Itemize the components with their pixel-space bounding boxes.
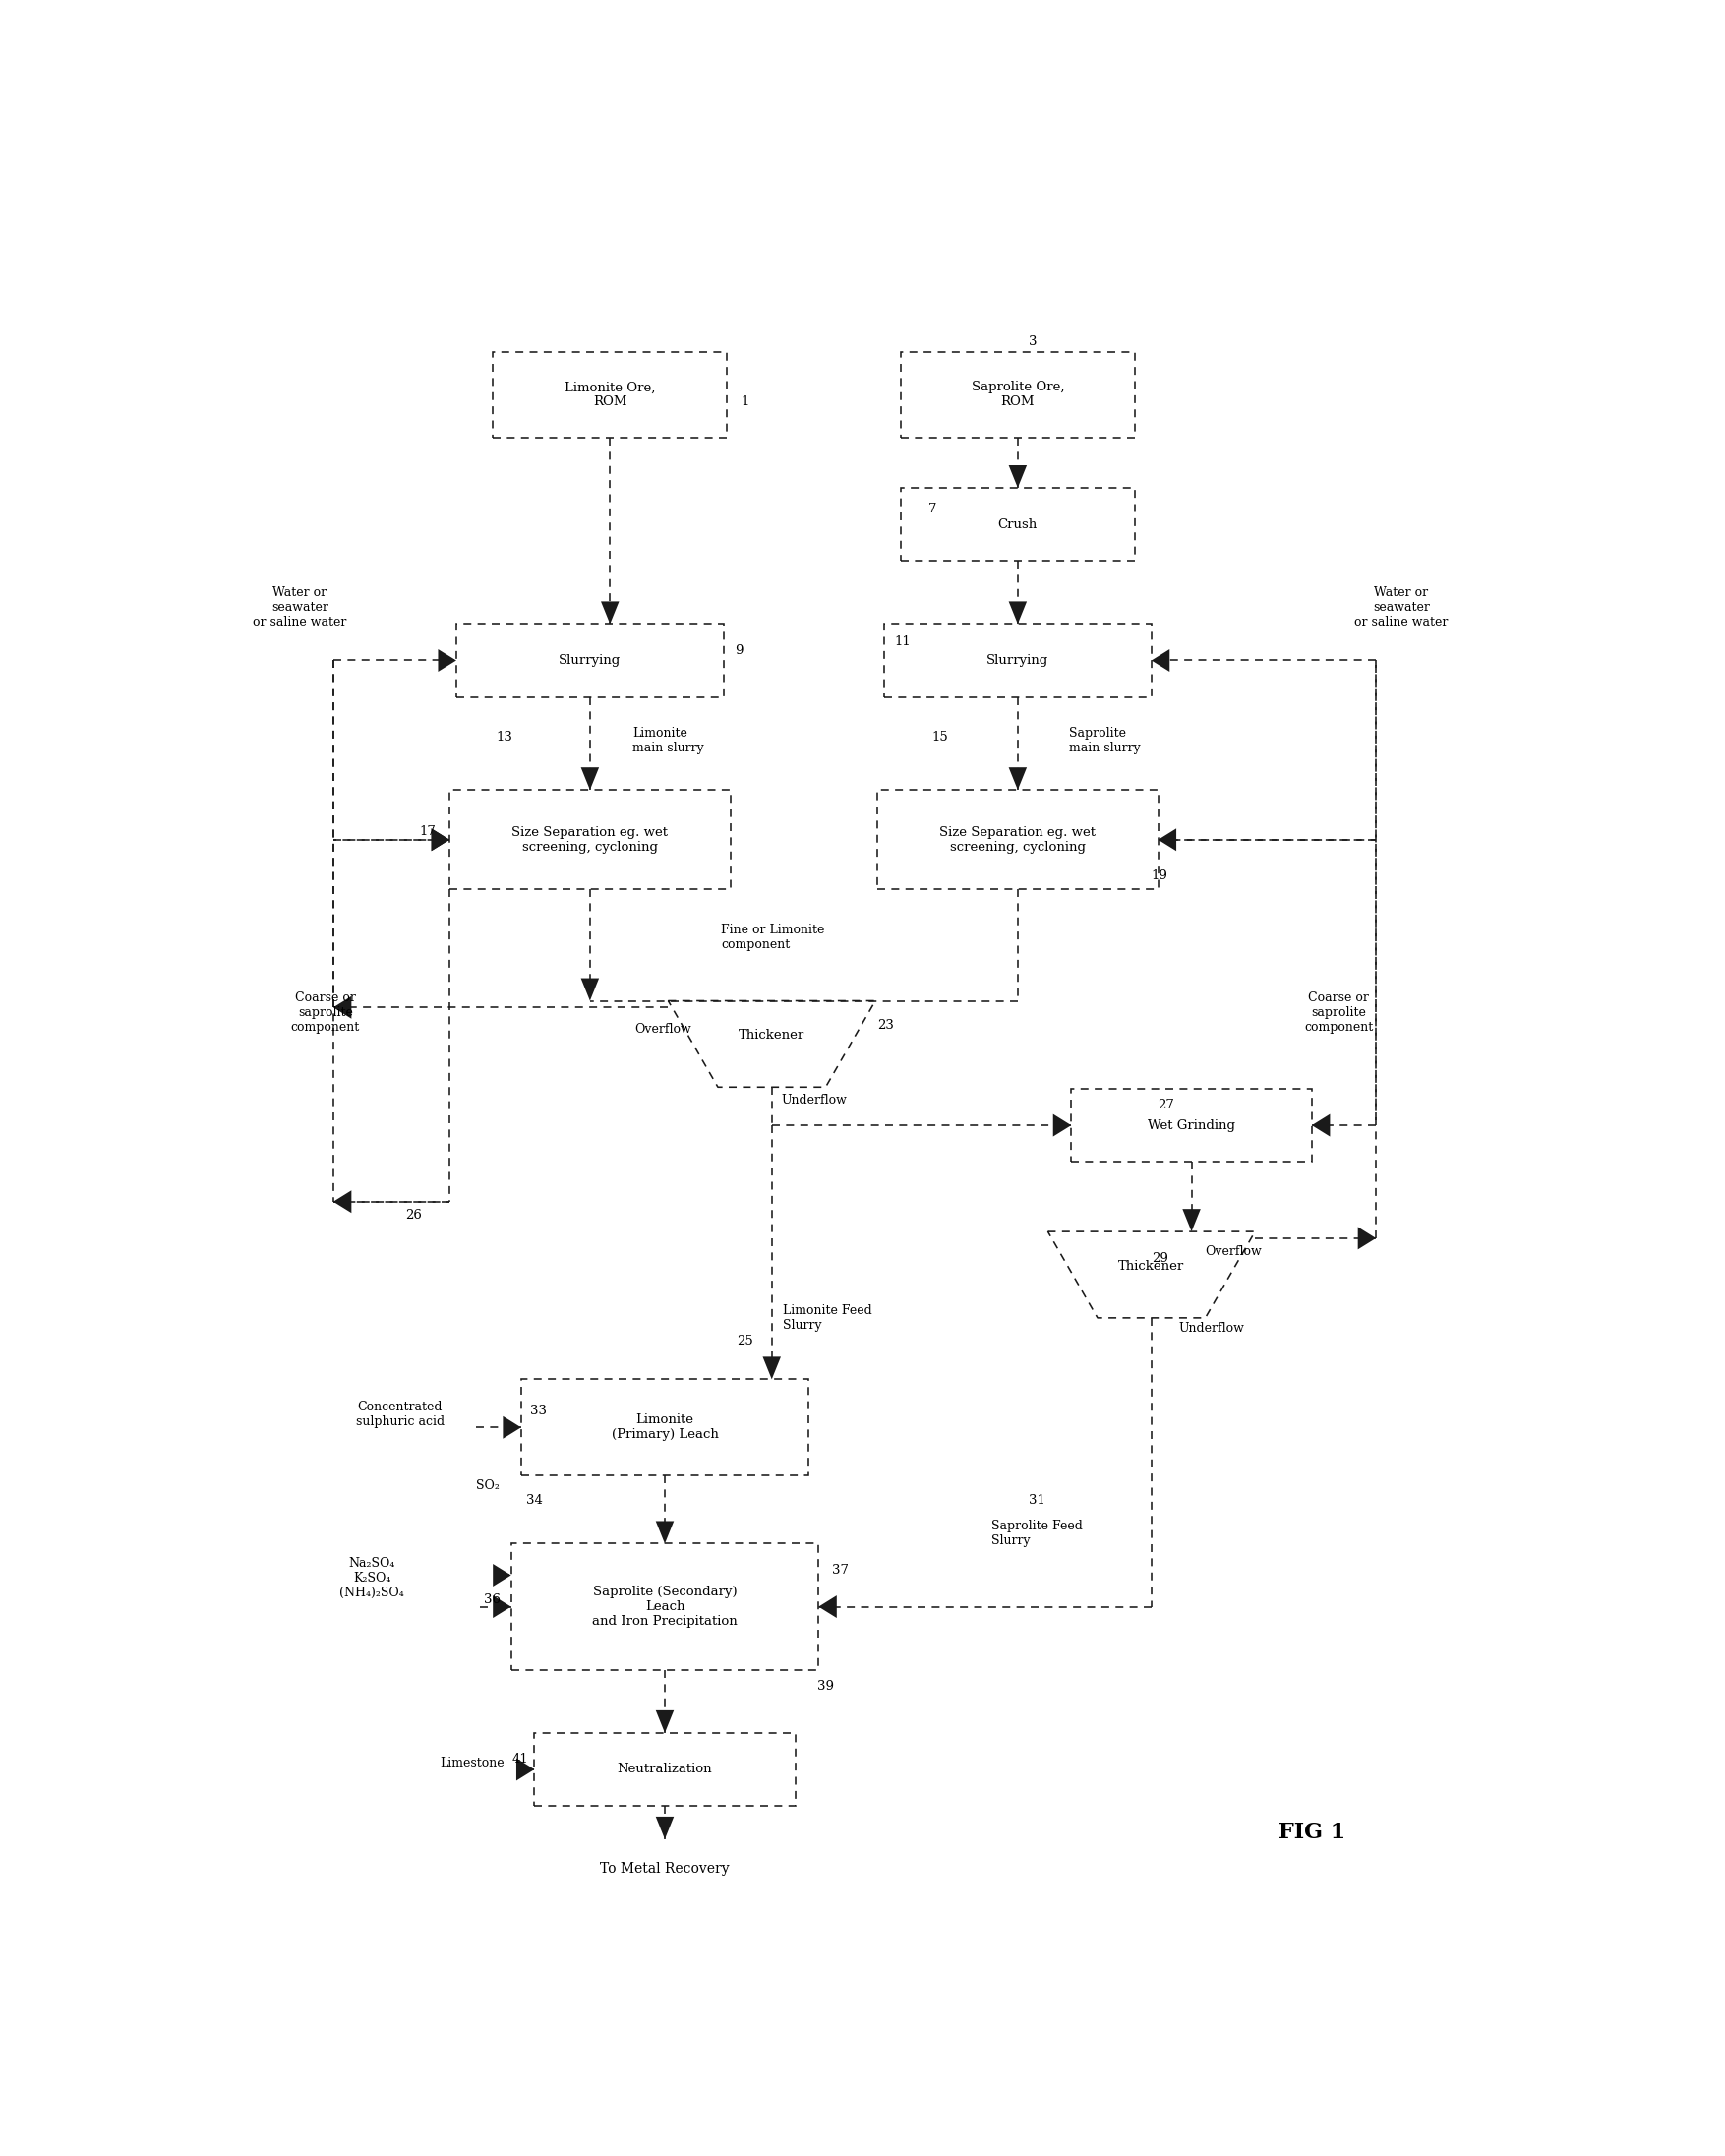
Text: Limonite Ore,
ROM: Limonite Ore, ROM bbox=[564, 382, 656, 410]
Polygon shape bbox=[762, 1356, 781, 1380]
Text: 19: 19 bbox=[1152, 869, 1168, 882]
FancyBboxPatch shape bbox=[878, 789, 1157, 890]
Text: Overflow: Overflow bbox=[635, 1022, 692, 1035]
Polygon shape bbox=[1009, 602, 1026, 623]
Polygon shape bbox=[431, 828, 450, 852]
Text: 9: 9 bbox=[735, 645, 743, 658]
Text: Size Separation eg. wet
screening, cycloning: Size Separation eg. wet screening, cyclo… bbox=[940, 826, 1095, 854]
Text: Water or
seawater
or saline water: Water or seawater or saline water bbox=[254, 586, 347, 630]
Polygon shape bbox=[581, 768, 599, 789]
Text: Thickener: Thickener bbox=[738, 1028, 806, 1041]
Text: Size Separation eg. wet
screening, cycloning: Size Separation eg. wet screening, cyclo… bbox=[512, 826, 668, 854]
Text: 3: 3 bbox=[1028, 336, 1037, 347]
FancyBboxPatch shape bbox=[511, 1544, 819, 1669]
Text: 17: 17 bbox=[419, 826, 436, 839]
Polygon shape bbox=[1052, 1115, 1071, 1136]
Text: 41: 41 bbox=[512, 1753, 528, 1766]
FancyBboxPatch shape bbox=[885, 623, 1152, 696]
Text: 29: 29 bbox=[1152, 1253, 1168, 1266]
Polygon shape bbox=[1009, 768, 1026, 789]
Polygon shape bbox=[431, 828, 450, 852]
Polygon shape bbox=[600, 602, 619, 623]
Polygon shape bbox=[516, 1757, 535, 1781]
Text: 31: 31 bbox=[1028, 1494, 1045, 1507]
Polygon shape bbox=[493, 1595, 511, 1617]
Text: Saprolite
main slurry: Saprolite main slurry bbox=[1068, 727, 1140, 755]
Text: 23: 23 bbox=[878, 1020, 894, 1033]
Text: 1: 1 bbox=[742, 395, 749, 407]
Polygon shape bbox=[333, 996, 352, 1020]
Polygon shape bbox=[656, 1522, 674, 1544]
Text: Limonite
(Primary) Leach: Limonite (Primary) Leach bbox=[611, 1414, 718, 1440]
FancyBboxPatch shape bbox=[455, 623, 724, 696]
Polygon shape bbox=[438, 649, 455, 673]
Text: Saprolite Feed
Slurry: Saprolite Feed Slurry bbox=[990, 1520, 1082, 1548]
Text: 27: 27 bbox=[1157, 1100, 1175, 1112]
Text: 7: 7 bbox=[928, 502, 937, 515]
Text: Concentrated
sulphuric acid: Concentrated sulphuric acid bbox=[355, 1401, 445, 1427]
FancyBboxPatch shape bbox=[900, 351, 1135, 438]
Text: 25: 25 bbox=[737, 1335, 754, 1348]
Text: 37: 37 bbox=[831, 1563, 849, 1576]
Text: 36: 36 bbox=[483, 1593, 500, 1606]
Polygon shape bbox=[581, 979, 599, 1000]
Polygon shape bbox=[1009, 466, 1026, 487]
Text: 39: 39 bbox=[818, 1680, 833, 1692]
Text: Crush: Crush bbox=[999, 517, 1037, 530]
Text: Limestone: Limestone bbox=[440, 1757, 505, 1770]
Text: Limonite Feed
Slurry: Limonite Feed Slurry bbox=[783, 1304, 871, 1332]
Text: Fine or Limonite
component: Fine or Limonite component bbox=[721, 925, 825, 951]
Polygon shape bbox=[1182, 1210, 1201, 1231]
Text: SO₂: SO₂ bbox=[476, 1479, 499, 1492]
Text: 34: 34 bbox=[526, 1494, 543, 1507]
Text: Overflow: Overflow bbox=[1206, 1244, 1261, 1257]
Text: Saprolite (Secondary)
Leach
and Iron Precipitation: Saprolite (Secondary) Leach and Iron Pre… bbox=[592, 1585, 738, 1628]
Text: 11: 11 bbox=[894, 636, 911, 649]
Text: Slurrying: Slurrying bbox=[987, 653, 1049, 666]
Text: 33: 33 bbox=[531, 1404, 547, 1416]
Text: Limonite
main slurry: Limonite main slurry bbox=[633, 727, 704, 755]
Text: Coarse or
saprolite
component: Coarse or saprolite component bbox=[292, 992, 361, 1033]
FancyBboxPatch shape bbox=[521, 1380, 809, 1475]
FancyBboxPatch shape bbox=[900, 487, 1135, 561]
Polygon shape bbox=[819, 1595, 837, 1617]
Text: Wet Grinding: Wet Grinding bbox=[1147, 1119, 1235, 1132]
Text: Underflow: Underflow bbox=[1178, 1322, 1244, 1335]
Polygon shape bbox=[1313, 1115, 1330, 1136]
Text: 26: 26 bbox=[405, 1210, 423, 1220]
Text: Coarse or
saprolite
component: Coarse or saprolite component bbox=[1304, 992, 1373, 1033]
Text: To Metal Recovery: To Metal Recovery bbox=[600, 1863, 730, 1876]
Polygon shape bbox=[1157, 828, 1176, 852]
Polygon shape bbox=[1152, 649, 1170, 673]
Text: Na₂SO₄
K₂SO₄
(NH₄)₂SO₄: Na₂SO₄ K₂SO₄ (NH₄)₂SO₄ bbox=[340, 1557, 404, 1600]
Text: FIG 1: FIG 1 bbox=[1278, 1822, 1345, 1843]
FancyBboxPatch shape bbox=[450, 789, 730, 890]
Text: 15: 15 bbox=[932, 731, 949, 744]
Text: Underflow: Underflow bbox=[781, 1093, 847, 1106]
Polygon shape bbox=[504, 1416, 521, 1438]
Polygon shape bbox=[333, 1190, 352, 1214]
Polygon shape bbox=[1358, 1227, 1377, 1250]
Text: Neutralization: Neutralization bbox=[618, 1764, 712, 1777]
Text: Water or
seawater
or saline water: Water or seawater or saline water bbox=[1354, 586, 1449, 630]
Text: Slurrying: Slurrying bbox=[559, 653, 621, 666]
Text: 13: 13 bbox=[495, 731, 512, 744]
Polygon shape bbox=[493, 1563, 511, 1587]
Polygon shape bbox=[656, 1818, 674, 1839]
Text: Thickener: Thickener bbox=[1118, 1259, 1185, 1272]
FancyBboxPatch shape bbox=[1071, 1089, 1313, 1162]
Polygon shape bbox=[656, 1710, 674, 1733]
FancyBboxPatch shape bbox=[493, 351, 726, 438]
Text: Saprolite Ore,
ROM: Saprolite Ore, ROM bbox=[971, 382, 1064, 410]
FancyBboxPatch shape bbox=[535, 1733, 795, 1807]
